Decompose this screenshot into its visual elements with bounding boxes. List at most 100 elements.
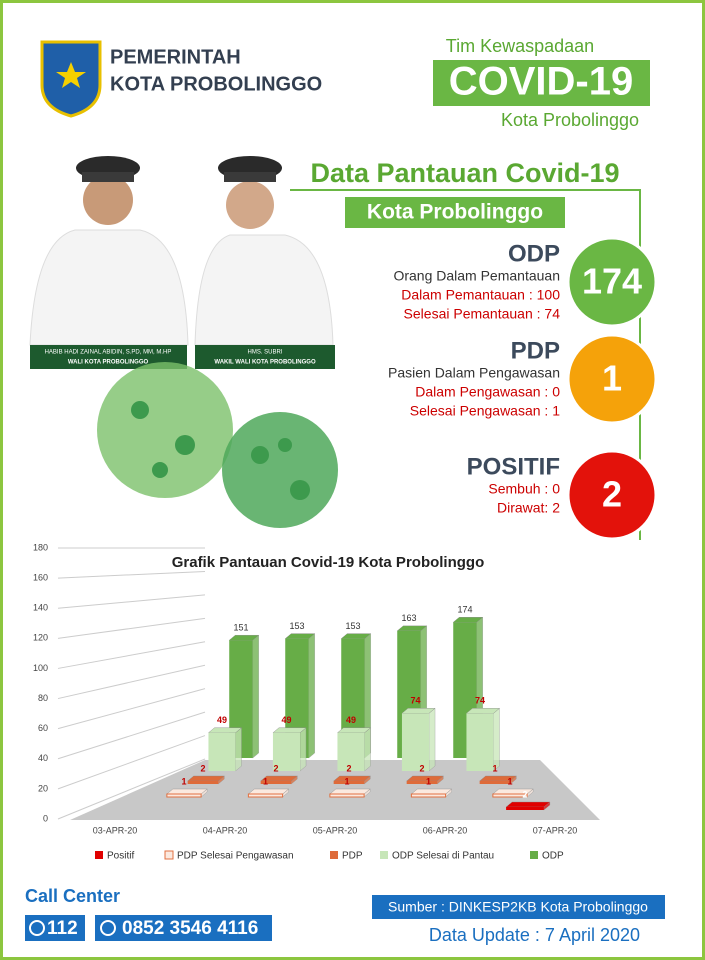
bar xyxy=(329,793,365,798)
bar-side xyxy=(299,727,307,772)
bar xyxy=(410,793,447,798)
y-tick-label: 80 xyxy=(38,693,48,703)
bar-side xyxy=(235,727,242,772)
bar-top xyxy=(410,788,453,795)
bar xyxy=(333,781,365,784)
icon xyxy=(100,920,116,936)
data-label: 2 xyxy=(346,763,351,773)
official-name: HMS. SUBRI xyxy=(247,350,282,356)
legend-swatch xyxy=(95,851,103,859)
bar xyxy=(166,793,202,798)
panel-line xyxy=(290,189,641,540)
data-label: 1 xyxy=(344,776,349,786)
bar-top xyxy=(336,727,372,733)
bar xyxy=(479,781,511,784)
grid-line xyxy=(57,641,206,669)
stat-desc: Orang Dalam Pemantauan xyxy=(393,268,560,284)
covid-box xyxy=(433,60,650,106)
bar-side xyxy=(308,633,315,759)
stat-line: Selesai Pemantauan : 74 xyxy=(404,306,561,322)
chart-title: Grafik Pantauan Covid-19 Kota Probolingg… xyxy=(172,554,485,571)
legend-swatch xyxy=(330,851,338,859)
bar-top xyxy=(329,788,371,795)
legend-swatch xyxy=(530,851,538,859)
bar xyxy=(187,781,219,784)
legend-label: Positif xyxy=(107,851,134,862)
virus-illustration xyxy=(97,362,338,528)
x-tick-label: 03-APR-20 xyxy=(93,825,138,835)
logo-star xyxy=(56,62,86,88)
data-label: 1 xyxy=(507,776,512,786)
bar xyxy=(260,781,292,784)
grid-line xyxy=(57,570,206,579)
data-label: 151 xyxy=(233,623,248,633)
bar-side xyxy=(364,727,371,772)
org-name: PEMERINTAH xyxy=(110,46,241,68)
bar-top xyxy=(207,727,243,733)
y-tick-label: 60 xyxy=(38,723,48,733)
official-name: HABIB HADI ZAINAL ABIDIN, S.PD, MM, M.HP xyxy=(45,350,172,356)
icon xyxy=(29,920,45,936)
panel-subtitle: Kota Probolinggo xyxy=(367,201,543,224)
bar-top xyxy=(166,788,208,795)
bar xyxy=(401,713,430,771)
bar xyxy=(492,793,528,798)
stat-line: Sembuh : 0 xyxy=(488,481,560,497)
y-tick-label: 40 xyxy=(38,753,48,763)
chart: 0 20 40 60 80 100 120 140 160 180 Grafik Pantauan … xyxy=(33,542,600,862)
y-tick-label: 160 xyxy=(33,572,48,582)
data-label: 163 xyxy=(401,613,416,623)
data-label: 49 xyxy=(217,715,227,725)
y-tick-label: 100 xyxy=(33,663,48,673)
legend-label: ODP Selesai di Pantau xyxy=(392,851,494,862)
data-label: 49 xyxy=(281,715,291,725)
legend-label: PDP xyxy=(342,851,363,862)
caption-box xyxy=(195,345,335,369)
grid-line xyxy=(57,688,206,730)
phone-box xyxy=(25,915,85,941)
grid-line xyxy=(57,758,206,820)
data-label: 49 xyxy=(346,715,356,725)
y-tick-label: 20 xyxy=(38,783,48,793)
x-tick-label: 04-APR-20 xyxy=(203,825,248,835)
photos xyxy=(29,156,334,346)
legend-swatch xyxy=(380,851,388,859)
phone: 0852 3546 4116 xyxy=(122,918,258,939)
stat-label: PDP xyxy=(511,337,560,364)
x-tick-label: 05-APR-20 xyxy=(313,825,358,835)
legend-label: ODP xyxy=(542,851,564,862)
grid-line xyxy=(57,594,206,609)
grid-line xyxy=(57,711,206,760)
bar xyxy=(337,732,365,771)
bar-side xyxy=(428,707,436,772)
source: Sumber : DINKESP2KB Kota Probolinggo xyxy=(388,899,648,915)
data-label: 2 xyxy=(419,763,424,773)
legend-swatch xyxy=(164,850,174,860)
data-label: 1 xyxy=(426,776,431,786)
bar xyxy=(406,781,438,784)
stat-total: 1 xyxy=(602,358,622,399)
data-label: 174 xyxy=(457,605,472,615)
bar-top xyxy=(272,727,307,733)
stat-line: Dalam Pemantauan : 100 xyxy=(401,287,560,303)
stat-circle xyxy=(566,236,658,328)
bar xyxy=(208,732,236,771)
data-label: 1 xyxy=(492,763,497,773)
grid-line xyxy=(57,617,206,639)
city: Kota Probolinggo xyxy=(501,110,639,130)
y-tick-label: 140 xyxy=(33,603,48,613)
bar-top xyxy=(401,708,436,714)
bar-side xyxy=(252,634,259,759)
stat-circle xyxy=(566,333,658,425)
bar-top xyxy=(333,775,371,782)
data-label: 2 xyxy=(273,763,278,773)
data-label: 74 xyxy=(410,696,420,706)
stat-circle xyxy=(566,449,658,541)
data-label: 153 xyxy=(289,621,304,631)
grid-line xyxy=(57,664,206,700)
grid-line xyxy=(57,735,206,790)
source-box xyxy=(372,895,665,919)
y-tick-label: 120 xyxy=(33,633,48,643)
